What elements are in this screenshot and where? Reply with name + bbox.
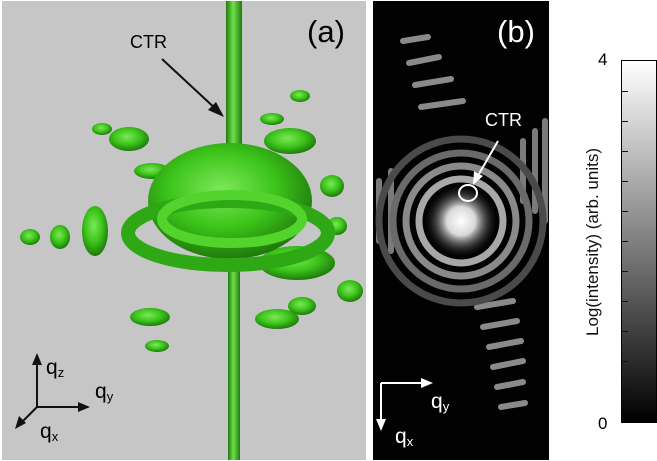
diffraction-render (375, 34, 548, 431)
ring-outer (121, 194, 335, 272)
ctr-label-a: CTR (130, 32, 167, 52)
intensity-colorbar (621, 60, 657, 423)
colorbar-tick (622, 121, 628, 122)
axis-qx-label-a: qx (40, 420, 59, 444)
fringe-arm-upper (400, 34, 466, 110)
ctr-rod-lower (228, 251, 240, 460)
colorbar-max-label: 4 (598, 50, 608, 69)
axes-triad-a (15, 353, 90, 429)
colorbar-axis-label: Log(intensity) (arb. units) (583, 147, 602, 337)
colorbar-tick (622, 301, 628, 302)
panel-b-diffraction-slice: (b) CTR qy qx (373, 1, 549, 460)
ctr-rod-upper (226, 1, 242, 171)
panel-b-label: (b) (497, 14, 535, 49)
ctr-arrowhead-a (208, 102, 224, 117)
panel-a-isosurface: (a) CTR qz qy qx (2, 1, 366, 460)
central-peak (425, 185, 497, 257)
colorbar-tick (622, 181, 628, 182)
colorbar-tick (622, 151, 628, 152)
axis-qz-label: qz (46, 356, 65, 380)
concentric-rings (375, 135, 547, 307)
ctr-arrow-b (475, 140, 499, 180)
colorbar-tick (622, 361, 628, 362)
colorbar-tick (622, 241, 628, 242)
colorbar-tick (622, 331, 628, 332)
panel-a-label: (a) (307, 14, 345, 49)
ctr-arrow-a (161, 58, 219, 112)
axis-qy-label-a: qy (95, 380, 114, 404)
ctr-arrowhead-b (473, 171, 483, 185)
ring-inner (157, 190, 307, 248)
colorbar-tick (622, 211, 628, 212)
axes-triad-b (376, 378, 433, 431)
colorbar-min-label: 0 (598, 414, 608, 433)
axis-qx-label-b: qx (395, 425, 414, 449)
colorbar-tick (622, 391, 628, 392)
colorbar-tick (622, 91, 628, 92)
colorbar-tick (622, 271, 628, 272)
fringe-arm-lower (474, 298, 528, 410)
ctr-label-b: CTR (485, 110, 522, 130)
isosurface-render (15, 1, 363, 460)
ctr-marker-circle (458, 184, 478, 202)
axis-qy-label-b: qy (431, 390, 450, 414)
